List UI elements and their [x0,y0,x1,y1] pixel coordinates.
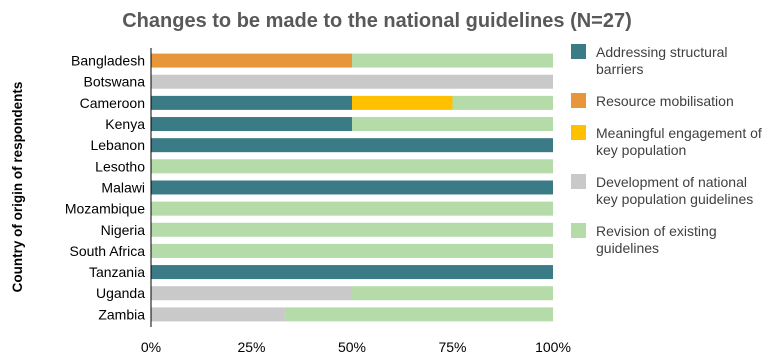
bar-segment [151,117,352,132]
bar-segment [151,222,553,237]
category-label: Nigeria [101,222,146,238]
bar-segment [352,53,553,68]
category-label: Botswana [84,74,146,90]
bar-segment [151,180,553,195]
category-label: South Africa [70,243,146,259]
legend-swatch [571,174,586,189]
bar-segment [151,138,553,153]
bar-segment [452,95,553,110]
bar-segment [151,243,553,258]
bar-segment [284,307,553,322]
bar-segment [352,286,553,301]
bar-segment [151,53,352,68]
x-tick-label: 25% [237,339,265,355]
chart-title: Changes to be made to the national guide… [122,10,632,32]
legend-label: Meaningful engagement of key population [596,125,762,158]
category-label: Tanzania [89,264,145,280]
legend-swatch [571,223,586,238]
legend-swatch [571,93,586,108]
category-label: Cameroon [80,95,145,111]
bar-segment [352,95,453,110]
y-axis-label: Country of origin of respondents [10,82,25,293]
legend-label: Development of national key population gu… [596,174,753,207]
legend: Addressing structural barriers Resource mo… [571,44,762,256]
category-label: Malawi [101,179,145,195]
bar-segment [151,74,553,89]
x-tick-label: 0% [141,339,161,355]
bar-segment [151,286,352,301]
legend-label: Revision of existing guidelines [596,223,717,256]
x-tick-label: 100% [535,339,571,355]
category-label: Kenya [105,116,145,132]
category-label: Uganda [96,285,145,301]
legend-swatch [571,44,586,59]
bar-segment [151,265,553,280]
plot-area: Bangladesh Botswana Cameroon Kenya Lebanon Le… [65,48,571,355]
category-label: Lesotho [95,158,145,174]
category-label: Bangladesh [71,53,145,69]
category-label: Zambia [98,306,145,322]
legend-label: Resource mobilisation [596,93,734,109]
bar-segment [151,307,285,322]
legend-label: Addressing structural barriers [596,44,728,77]
bar-segment [151,201,553,216]
bar-segment [151,159,553,174]
x-tick-label: 75% [438,339,466,355]
bar-segment [151,95,352,110]
legend-swatch [571,125,586,140]
category-label: Lebanon [90,137,145,153]
bar-segment [352,117,553,132]
x-tick-label: 50% [338,339,366,355]
category-label: Mozambique [65,201,145,217]
